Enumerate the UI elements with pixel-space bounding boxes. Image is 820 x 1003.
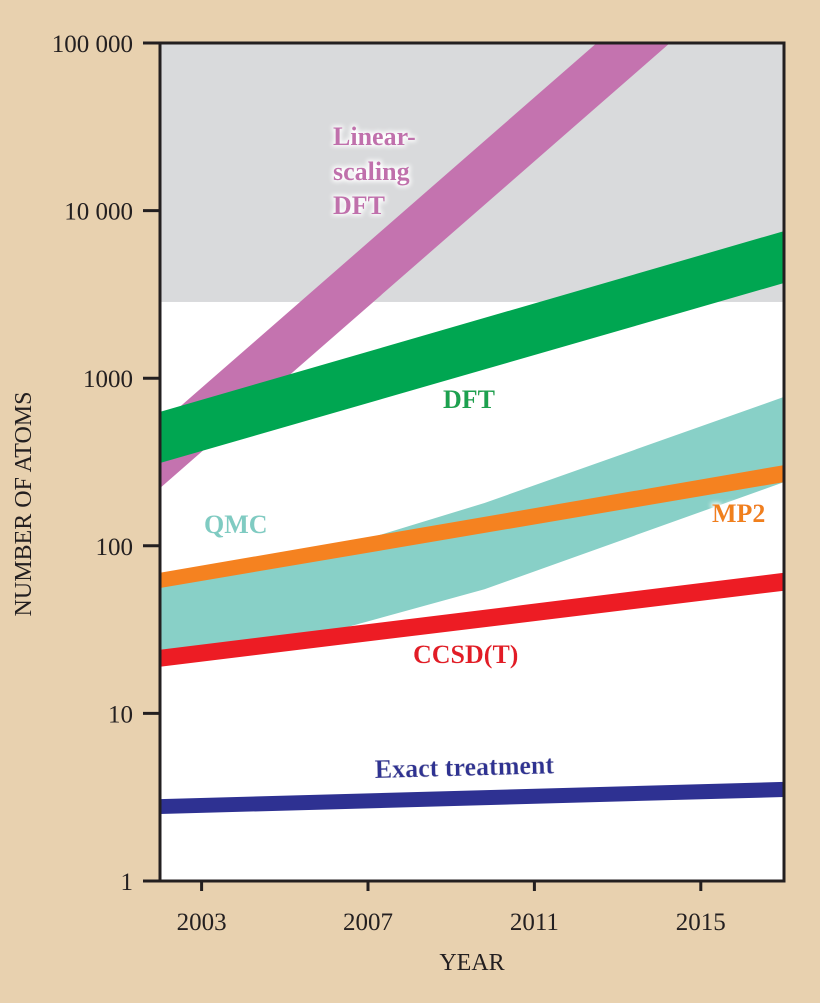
y-tick-label: 100 000: [52, 31, 133, 58]
label-qmc: QMC: [204, 510, 268, 539]
x-axis-title: YEAR: [439, 950, 504, 976]
plot-frame: [158, 41, 786, 883]
label-linear-scaling-dft-line2: scaling: [333, 157, 410, 186]
label-linear-scaling-dft-line3: DFT: [333, 191, 385, 220]
y-axis-title: NUMBER OF ATOMS: [11, 392, 37, 617]
labels-layer: Linear- scaling DFT DFT QMC MP2 CCSD(T) …: [204, 122, 765, 784]
label-exact-treatment: Exact treatment: [374, 750, 554, 784]
band-mp2: [160, 465, 784, 588]
band-ccsd-t: [160, 572, 784, 667]
x-tick-label: 2011: [510, 909, 559, 936]
y-tick-label: 10 000: [64, 199, 133, 226]
label-mp2: MP2: [712, 499, 765, 528]
x-tick-label: 2007: [343, 909, 393, 936]
y-tick-label: 10: [108, 701, 133, 728]
y-tick-label: 1000: [83, 366, 133, 393]
label-dft: DFT: [443, 385, 495, 414]
label-ccsd-t: CCSD(T): [413, 640, 518, 669]
x-tick-label: 2015: [676, 909, 726, 936]
y-tick-label: 1: [121, 869, 134, 896]
bands-layer: [160, 43, 784, 814]
band-exact-treatment: [160, 781, 784, 814]
x-tick-label: 2003: [177, 909, 227, 936]
label-linear-scaling-dft-line1: Linear-: [333, 122, 416, 151]
y-tick-label: 100: [96, 534, 134, 561]
band-dft: [160, 231, 784, 463]
ticks-layer: 2003 2007 2011 2015 1 10 100 1000 10 000 100 000: [52, 31, 726, 936]
